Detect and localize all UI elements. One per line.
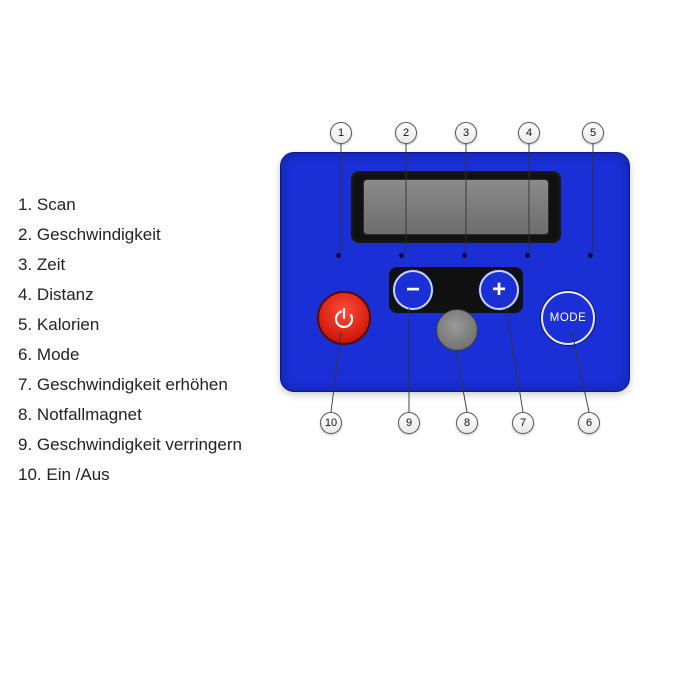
- callout-num: 6: [586, 417, 592, 429]
- mode-button[interactable]: MODE: [541, 291, 595, 345]
- callout-bubble: 2: [395, 122, 417, 144]
- legend-label: Zeit: [37, 255, 65, 274]
- legend-num: 9.: [18, 435, 32, 454]
- callout-bubble: 4: [518, 122, 540, 144]
- control-panel: − + MODE: [280, 152, 630, 392]
- legend-label: Geschwindigkeit erhöhen: [37, 375, 228, 394]
- legend: 1. Scan 2. Geschwindigkeit 3. Zeit 4. Di…: [18, 196, 242, 496]
- legend-label: Kalorien: [37, 315, 99, 334]
- legend-label: Mode: [37, 345, 80, 364]
- speed-increase-button[interactable]: +: [479, 270, 519, 310]
- callout-bubble: 3: [455, 122, 477, 144]
- power-icon: [332, 306, 356, 330]
- lcd-screen: [363, 179, 549, 235]
- legend-item: 5. Kalorien: [18, 316, 242, 333]
- legend-item: 1. Scan: [18, 196, 242, 213]
- legend-item: 2. Geschwindigkeit: [18, 226, 242, 243]
- minus-icon: −: [406, 276, 420, 304]
- legend-num: 4.: [18, 285, 32, 304]
- callout-bubble: 9: [398, 412, 420, 434]
- indicator-dot: [462, 253, 467, 258]
- callout-num: 5: [590, 127, 596, 139]
- legend-label: Distanz: [37, 285, 94, 304]
- callout-num: 10: [325, 417, 337, 429]
- callout-bubble: 8: [456, 412, 478, 434]
- indicator-dot: [399, 253, 404, 258]
- lcd-bezel: [351, 171, 561, 243]
- callout-bubble: 7: [512, 412, 534, 434]
- callout-bubble: 5: [582, 122, 604, 144]
- callout-bubble: 6: [578, 412, 600, 434]
- callout-num: 9: [406, 417, 412, 429]
- callout-num: 7: [520, 417, 526, 429]
- callout-num: 4: [526, 127, 532, 139]
- legend-label: Notfallmagnet: [37, 405, 142, 424]
- legend-num: 8.: [18, 405, 32, 424]
- mode-label: MODE: [550, 312, 587, 324]
- legend-item: 3. Zeit: [18, 256, 242, 273]
- callout-num: 2: [403, 127, 409, 139]
- legend-item: 7. Geschwindigkeit erhöhen: [18, 376, 242, 393]
- safety-magnet[interactable]: [436, 309, 478, 351]
- legend-item: 9. Geschwindigkeit verringern: [18, 436, 242, 453]
- legend-item: 10. Ein /Aus: [18, 466, 242, 483]
- callout-num: 1: [338, 127, 344, 139]
- legend-item: 8. Notfallmagnet: [18, 406, 242, 423]
- legend-num: 2.: [18, 225, 32, 244]
- speed-decrease-button[interactable]: −: [393, 270, 433, 310]
- legend-label: Ein /Aus: [46, 465, 109, 484]
- legend-item: 6. Mode: [18, 346, 242, 363]
- plus-icon: +: [492, 276, 506, 304]
- legend-item: 4. Distanz: [18, 286, 242, 303]
- legend-num: 1.: [18, 195, 32, 214]
- legend-label: Geschwindigkeit verringern: [37, 435, 242, 454]
- speed-bar: − +: [389, 267, 523, 313]
- indicator-dot: [336, 253, 341, 258]
- indicator-dot: [588, 253, 593, 258]
- legend-num: 6.: [18, 345, 32, 364]
- callout-bubble: 1: [330, 122, 352, 144]
- legend-num: 7.: [18, 375, 32, 394]
- legend-num: 5.: [18, 315, 32, 334]
- power-button[interactable]: [317, 291, 371, 345]
- diagram-stage: 1. Scan 2. Geschwindigkeit 3. Zeit 4. Di…: [0, 0, 700, 700]
- callout-bubble: 10: [320, 412, 342, 434]
- legend-label: Geschwindigkeit: [37, 225, 161, 244]
- legend-num: 10.: [18, 465, 42, 484]
- legend-num: 3.: [18, 255, 32, 274]
- callout-num: 8: [464, 417, 470, 429]
- callout-num: 3: [463, 127, 469, 139]
- legend-label: Scan: [37, 195, 76, 214]
- indicator-dot: [525, 253, 530, 258]
